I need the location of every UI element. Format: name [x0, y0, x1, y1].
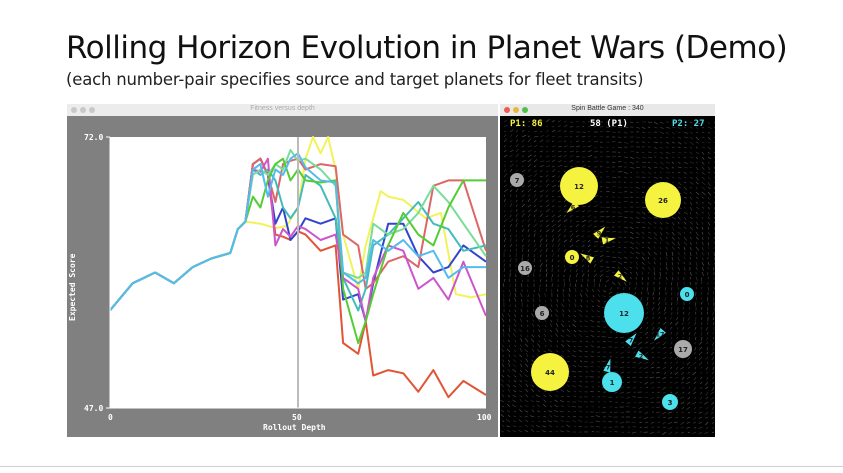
fleet-9: 7: [603, 358, 611, 373]
planet-ship-count: 17: [678, 346, 688, 354]
turn-indicator: 58 (P1): [590, 119, 628, 129]
p1-score: P1: 86: [510, 119, 543, 129]
planet-body: [531, 353, 569, 391]
x-tick-label-50: 50: [292, 413, 302, 422]
planet-5: 0: [565, 250, 579, 264]
planet-4: 16: [518, 261, 532, 275]
x-axis-label: Rollout Depth: [263, 423, 326, 432]
fleet-3: 1: [601, 237, 616, 245]
fleet-4: 8: [580, 253, 594, 264]
minimize-window-button[interactable]: [513, 107, 519, 113]
planet-1: 7: [510, 173, 524, 187]
planet-3: 26: [645, 182, 681, 218]
fleet-arrow: [603, 358, 611, 373]
planet-ship-count: 6: [540, 310, 545, 318]
chart-window-titlebar: Fitness versus depth: [67, 104, 498, 116]
planet-body: [662, 394, 678, 410]
planet-body: [510, 173, 524, 187]
planet-ship-count: 0: [685, 291, 690, 299]
fleet-arrow: [635, 350, 649, 361]
planet-6: 0: [680, 287, 694, 301]
close-window-button[interactable]: [504, 107, 510, 113]
close-window-button[interactable]: [71, 107, 77, 113]
y-tick-label-min: 47.0: [84, 404, 103, 413]
planet-8: 12: [604, 293, 644, 333]
fleet-1: 6: [566, 201, 579, 214]
planet-7: 6: [535, 306, 549, 320]
slide-subtitle: (each number-pair specifies source and t…: [66, 70, 644, 89]
minimize-window-button[interactable]: [80, 107, 86, 113]
planet-body: [674, 340, 692, 358]
planet-ship-count: 7: [515, 177, 520, 185]
fleet-ship-count: 1: [605, 237, 610, 245]
series-line-9: [109, 152, 486, 312]
planet-ship-count: 12: [619, 310, 629, 318]
planet-ship-count: 0: [570, 254, 575, 262]
fitness-chart-window: Fitness versus depth 72.0 47.0 0 50 100 …: [67, 104, 498, 437]
planet-ship-count: 12: [574, 183, 584, 191]
planet-body: [518, 261, 532, 275]
planet-9: 17: [674, 340, 692, 358]
planet-body: [535, 306, 549, 320]
planet-ship-count: 26: [658, 197, 668, 205]
fleet-arrow: [580, 253, 594, 264]
fleet-ship-count: 8: [586, 255, 591, 263]
planet-11: 1: [602, 372, 622, 392]
planet-2: 12: [560, 167, 598, 205]
fleet-ship-count: 2: [639, 353, 644, 361]
p2-score: P2: 27: [672, 119, 705, 129]
planet-ship-count: 44: [545, 369, 555, 377]
planet-body: [645, 182, 681, 218]
footer-divider: [0, 466, 843, 467]
slide-title: Rolling Horizon Evolution in Planet Wars…: [66, 30, 788, 66]
planet-body: [604, 293, 644, 333]
planet-12: 3: [662, 394, 678, 410]
fleet-ship-count: 6: [571, 204, 576, 212]
zoom-window-button[interactable]: [89, 107, 95, 113]
fleet-arrow: [601, 237, 616, 245]
fleet-arrow: [614, 270, 627, 282]
spin-battle-game-window: Spin Battle Game : 340 7 12 26 16 0 0 6 12 17 44 1…: [500, 104, 715, 437]
planet-10: 44: [531, 353, 569, 391]
planet-body: [602, 372, 622, 392]
game-window-title: Spin Battle Game : 340: [571, 105, 644, 112]
y-tick-label-max: 72.0: [84, 133, 103, 142]
fleet-7: 7: [625, 333, 637, 346]
planet-ship-count: 3: [668, 399, 673, 407]
planet-body: [565, 250, 579, 264]
fleet-5: 2: [614, 270, 627, 282]
fleet-ship-count: 2: [618, 273, 623, 281]
fleet-arrow: [593, 226, 606, 239]
x-tick-label-0: 0: [108, 413, 113, 422]
fleet-arrow: [566, 201, 579, 214]
fleet-ship-count: 17: [655, 331, 664, 339]
fleet-ship-count: 9: [597, 230, 602, 238]
zoom-window-button[interactable]: [522, 107, 528, 113]
fleet-arrow: [654, 328, 666, 341]
fleet-ship-count: 7: [606, 364, 611, 372]
fleet-8: 2: [635, 350, 649, 361]
x-tick-label-100: 100: [477, 413, 492, 422]
y-axis-label: Expected Score: [68, 253, 77, 321]
planet-ship-count: 16: [520, 265, 530, 273]
fleet-arrow: [625, 333, 637, 346]
game-window-titlebar: Spin Battle Game : 340: [500, 104, 715, 116]
fleet-6: 17: [654, 328, 666, 341]
fleet-ship-count: 7: [629, 337, 634, 345]
fleet-2: 9: [593, 226, 606, 239]
planet-body: [680, 287, 694, 301]
chart-window-title: Fitness versus depth: [250, 105, 315, 112]
planet-body: [560, 167, 598, 205]
planet-ship-count: 1: [610, 379, 615, 387]
fitness-chart: 72.0 47.0 0 50 100 Rollout Depth Expecte…: [68, 133, 492, 432]
